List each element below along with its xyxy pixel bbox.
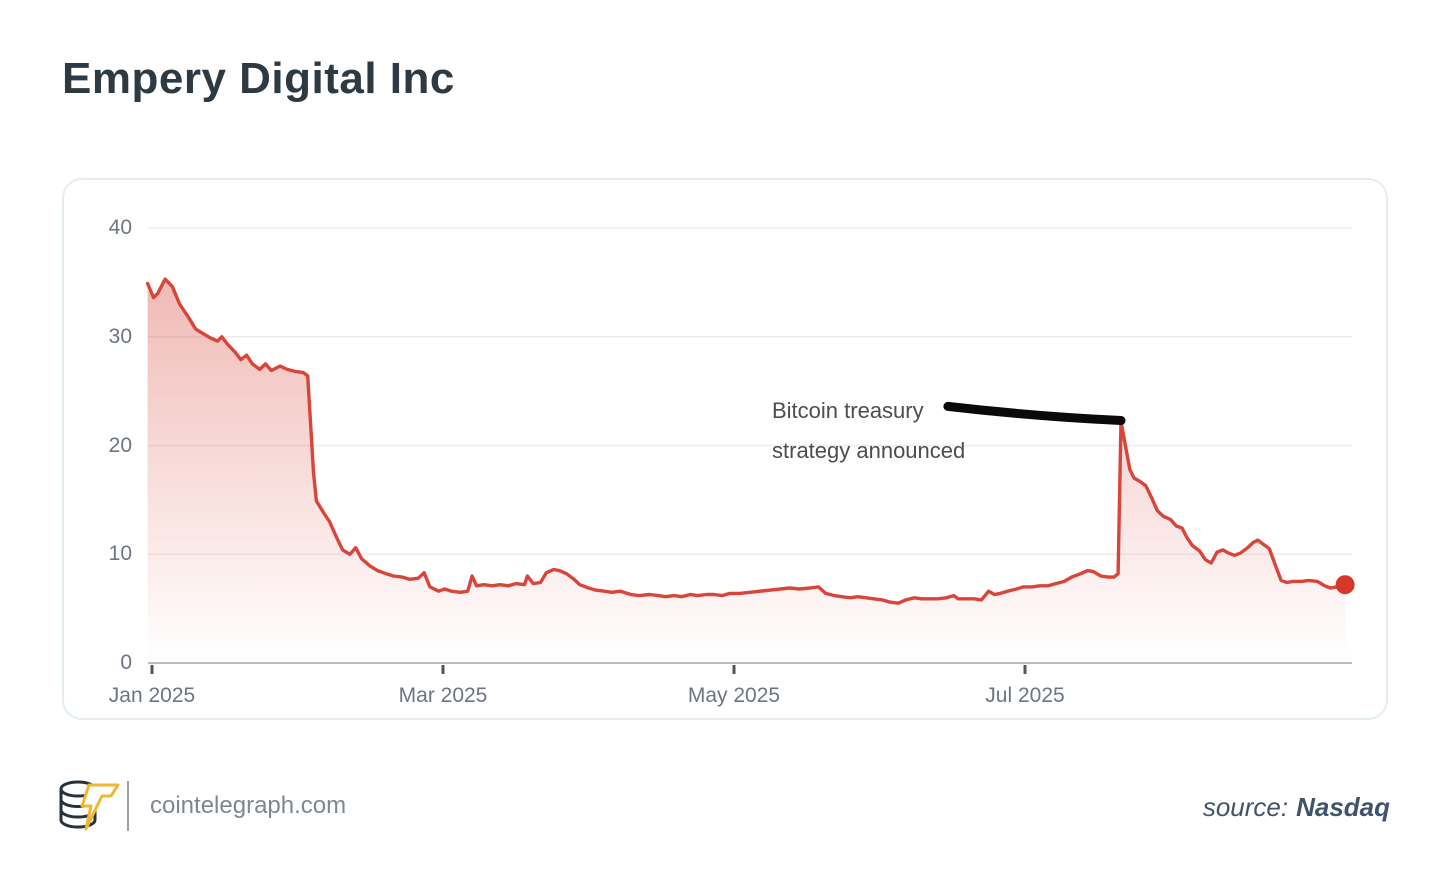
gridlines	[148, 227, 1352, 555]
annotation-line-1: Bitcoin treasury	[772, 398, 924, 423]
chart-annotation: Bitcoin treasury strategy announced	[772, 391, 1032, 471]
x-axis-label-may: May 2025	[687, 684, 781, 707]
annotation-line-2: strategy announced	[772, 438, 966, 463]
cointelegraph-logo-icon	[59, 780, 120, 831]
site-link[interactable]: cointelegraph.com	[150, 792, 347, 819]
y-axis-label-10: 10	[108, 542, 132, 565]
source-credit: source: Nasdaq	[1203, 789, 1390, 825]
x-axis-label-jan: Jan 2025	[108, 684, 196, 707]
x-axis-label-jul: Jul 2025	[985, 684, 1065, 707]
last-price-dot	[1335, 575, 1355, 595]
page-title: Empery Digital Inc	[62, 54, 455, 103]
x-axis-label-mar: Mar 2025	[398, 684, 488, 707]
y-axis-label-20: 20	[108, 434, 132, 457]
price-line	[145, 277, 1347, 605]
y-axis-label-0: 0	[120, 651, 132, 674]
x-axis-ticks	[150, 665, 1027, 674]
source-value: Nasdaq	[1296, 792, 1390, 822]
annotation-pointer-line	[943, 401, 1126, 425]
y-axis-label-40: 40	[108, 216, 132, 239]
area-fill	[147, 279, 1346, 663]
y-axis-label-30: 30	[108, 325, 132, 348]
footer-divider	[127, 781, 129, 831]
source-label: source:	[1202, 792, 1289, 822]
